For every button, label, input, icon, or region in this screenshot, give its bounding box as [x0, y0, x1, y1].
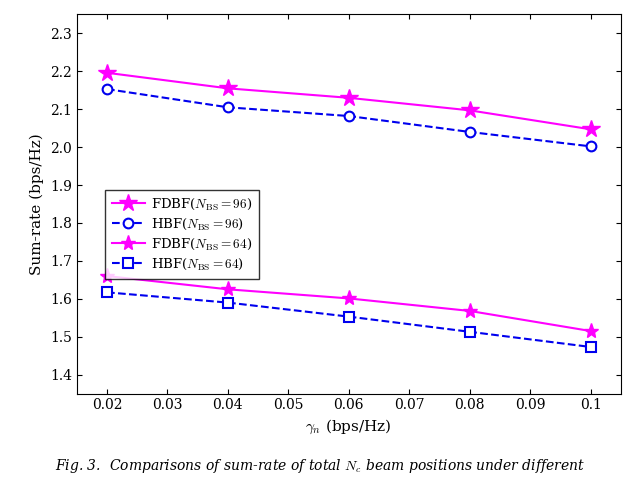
- FDBF($N_{\mathrm{BS}} = 96$): [345, 95, 353, 101]
- FDBF($N_{\mathrm{BS}} = 96$): [587, 126, 595, 132]
- HBF($N_{\mathrm{BS}} = 64$): [224, 300, 232, 305]
- HBF($N_{\mathrm{BS}} = 64$): [103, 289, 111, 295]
- HBF($N_{\mathrm{BS}} = 96$): [587, 144, 595, 149]
- HBF($N_{\mathrm{BS}} = 96$): [345, 113, 353, 119]
- Text: Fig. 3.  Comparisons of sum-rate of total $N_c$ beam positions under different: Fig. 3. Comparisons of sum-rate of total…: [55, 457, 585, 475]
- Line: HBF($N_{\mathrm{BS}} = 96$): HBF($N_{\mathrm{BS}} = 96$): [102, 84, 595, 151]
- HBF($N_{\mathrm{BS}} = 64$): [466, 329, 474, 335]
- FDBF($N_{\mathrm{BS}} = 64$): [103, 273, 111, 279]
- FDBF($N_{\mathrm{BS}} = 64$): [345, 296, 353, 301]
- FDBF($N_{\mathrm{BS}} = 64$): [466, 308, 474, 314]
- X-axis label: $\gamma_n$ (bps/Hz): $\gamma_n$ (bps/Hz): [305, 418, 392, 436]
- Line: FDBF($N_{\mathrm{BS}} = 64$): FDBF($N_{\mathrm{BS}} = 64$): [99, 268, 598, 339]
- FDBF($N_{\mathrm{BS}} = 96$): [103, 70, 111, 76]
- FDBF($N_{\mathrm{BS}} = 96$): [224, 85, 232, 91]
- FDBF($N_{\mathrm{BS}} = 64$): [224, 287, 232, 292]
- FDBF($N_{\mathrm{BS}} = 64$): [587, 328, 595, 334]
- Legend: FDBF($N_{\mathrm{BS}} = 96$), HBF($N_{\mathrm{BS}} = 96$), FDBF($N_{\mathrm{BS}}: FDBF($N_{\mathrm{BS}} = 96$), HBF($N_{\m…: [105, 190, 259, 279]
- HBF($N_{\mathrm{BS}} = 96$): [224, 105, 232, 110]
- Y-axis label: Sum-rate (bps/Hz): Sum-rate (bps/Hz): [30, 133, 44, 275]
- HBF($N_{\mathrm{BS}} = 96$): [466, 129, 474, 135]
- HBF($N_{\mathrm{BS}} = 64$): [345, 314, 353, 320]
- FDBF($N_{\mathrm{BS}} = 96$): [466, 108, 474, 113]
- HBF($N_{\mathrm{BS}} = 96$): [103, 86, 111, 92]
- Line: HBF($N_{\mathrm{BS}} = 64$): HBF($N_{\mathrm{BS}} = 64$): [102, 288, 595, 352]
- HBF($N_{\mathrm{BS}} = 64$): [587, 344, 595, 350]
- Line: FDBF($N_{\mathrm{BS}} = 96$): FDBF($N_{\mathrm{BS}} = 96$): [98, 64, 600, 138]
